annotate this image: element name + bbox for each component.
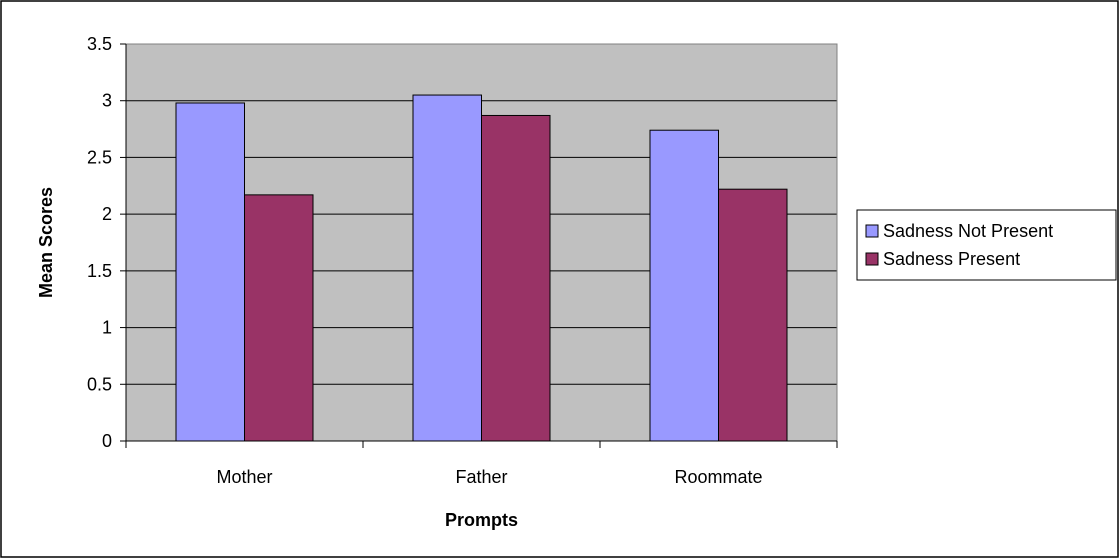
- y-tick-label: 1: [102, 318, 112, 338]
- legend-label: Sadness Present: [883, 249, 1020, 269]
- y-tick-label: 3.5: [87, 34, 112, 54]
- legend-label: Sadness Not Present: [883, 221, 1053, 241]
- x-category-label: Mother: [216, 467, 272, 487]
- bar-sadness-present-mother: [244, 194, 314, 442]
- bar-sadness-present-father: [481, 114, 551, 442]
- y-axis-title: Mean Scores: [36, 187, 56, 298]
- y-tick-label: 2.5: [87, 147, 112, 167]
- y-tick-label: 1.5: [87, 261, 112, 281]
- y-axis: 0 0.5 1 1.5 2 2.5 3 3.5: [87, 34, 127, 451]
- legend: Sadness Not Present Sadness Present: [856, 209, 1117, 281]
- x-axis: Mother Father Roommate: [125, 440, 838, 487]
- y-tick-label: 2: [102, 204, 112, 224]
- legend-box: [856, 209, 1117, 281]
- bar-sadness-not-present-father: [412, 94, 482, 442]
- y-tick-label: 0: [102, 431, 112, 451]
- x-category-label: Roommate: [674, 467, 762, 487]
- y-tick-label: 3: [102, 91, 112, 111]
- legend-swatch: [865, 252, 879, 266]
- legend-swatch: [865, 224, 879, 238]
- x-axis-title: Prompts: [445, 510, 518, 530]
- bar-sadness-not-present-mother: [175, 102, 245, 442]
- plot-area: [125, 43, 838, 442]
- bar-sadness-present-roommate: [718, 188, 788, 442]
- y-tick-label: 0.5: [87, 374, 112, 394]
- bar-sadness-not-present-roommate: [649, 129, 719, 442]
- x-category-label: Father: [455, 467, 507, 487]
